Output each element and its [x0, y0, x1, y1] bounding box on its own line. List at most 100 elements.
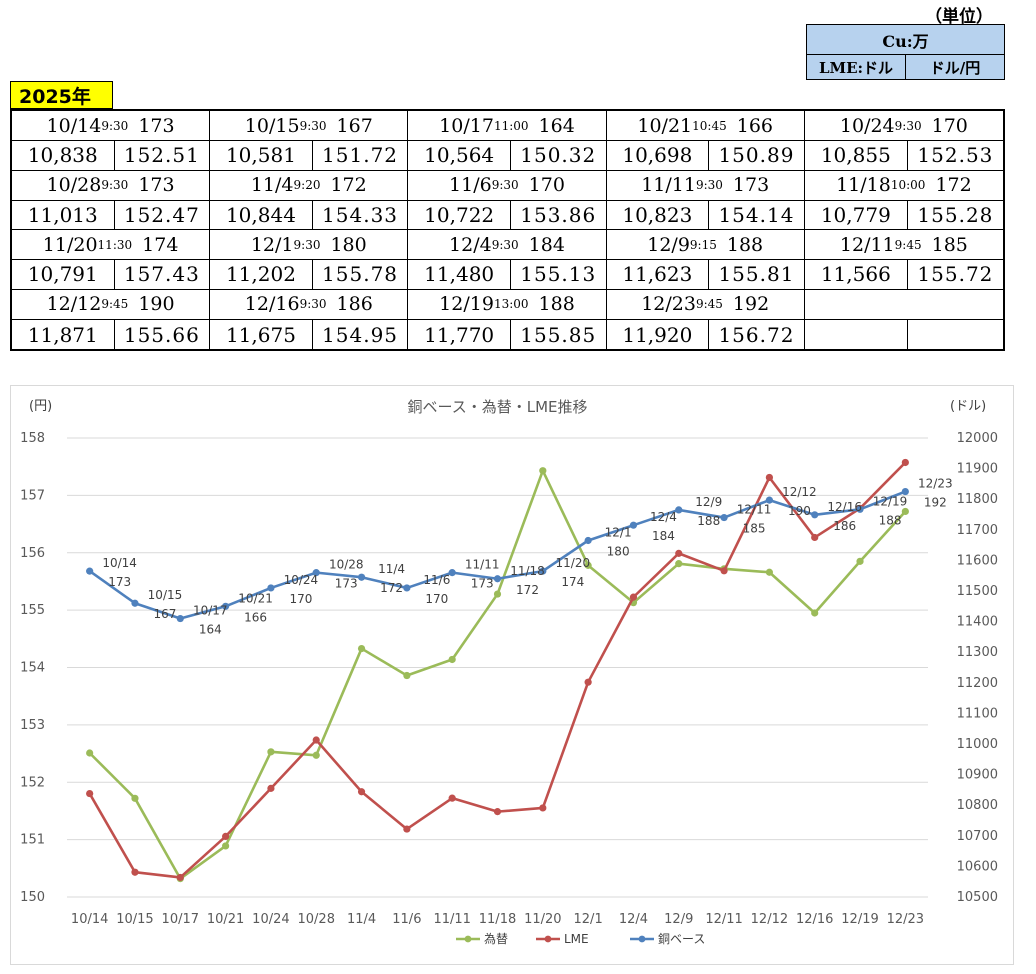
cell-time: 9:45	[695, 297, 723, 312]
data-point	[901, 487, 909, 496]
cell-time: 9:30	[894, 118, 922, 133]
table-cell: 10/21 10:45 166 10,698 150.89	[606, 111, 805, 171]
cell-date: 11/18	[836, 174, 891, 197]
x-tick: 12/23	[887, 912, 924, 927]
cell-date: 11/4	[250, 174, 294, 197]
cell-fx: 152.53	[917, 143, 994, 168]
cell-header: 11/18 10:00 172	[805, 171, 1003, 200]
table-cell: 11/4 9:20 172 10,844 154.33	[210, 170, 409, 230]
y-tick-right: 11100	[957, 706, 998, 721]
data-point	[267, 748, 275, 756]
data-point	[765, 568, 773, 576]
data-label-value: 185	[743, 522, 766, 536]
cell-values	[804, 319, 1003, 349]
data-label-date: 11/18	[510, 564, 545, 578]
y-tick-right: 11600	[957, 553, 998, 568]
x-tick: 10/28	[298, 912, 335, 927]
cell-values: 10,791 157.43	[12, 259, 210, 289]
y-tick-left: 157	[20, 488, 45, 503]
data-label-date: 12/19	[873, 494, 908, 508]
cell-cu: 173	[138, 174, 175, 197]
x-tick: 10/21	[207, 912, 244, 927]
y-tick-right: 11300	[957, 645, 998, 660]
cell-header: 12/16 9:30 186	[210, 290, 407, 320]
x-tick: 12/12	[751, 912, 788, 927]
unit-caption: （単位）	[925, 7, 993, 27]
y-tick-left: 158	[20, 431, 45, 446]
cell-cu: 186	[336, 293, 373, 316]
data-label-value: 186	[833, 519, 856, 533]
cell-fx: 154.14	[718, 202, 795, 227]
cell-cu: 170	[931, 114, 968, 137]
cell-lme: 11,202	[210, 260, 313, 289]
cell-time: 9:30	[299, 118, 327, 133]
cell-lme: 10,855	[805, 141, 908, 170]
data-point	[811, 533, 819, 542]
data-point	[539, 567, 547, 575]
series-line	[88, 469, 907, 880]
data-point	[222, 602, 230, 610]
table-cell: 10/15 9:30 167 10,581 151.72	[210, 111, 409, 171]
cell-values: 11,920 156.72	[606, 319, 804, 349]
y-tick-right: 11700	[957, 523, 998, 538]
cell-lme: 11,920	[607, 320, 710, 349]
unit-fx: ドル/円	[929, 58, 981, 77]
cell-lme: 11,871	[12, 320, 115, 349]
unit-row-lme-fx: LME:ドル ドル/円	[807, 54, 1004, 80]
cell-date: 10/17	[439, 114, 494, 137]
data-point	[493, 590, 502, 598]
x-tick: 11/20	[524, 912, 561, 927]
cell-date: 12/1	[250, 233, 294, 256]
x-tick: 12/1	[574, 912, 603, 927]
data-label-date: 11/20	[556, 556, 591, 570]
data-point	[131, 868, 139, 876]
data-point	[539, 467, 547, 475]
data-label-date: 10/21	[238, 591, 273, 605]
data-point	[86, 567, 94, 575]
data-label-value: 170	[425, 592, 448, 606]
data-point	[222, 832, 230, 841]
data-label-value: 173	[335, 577, 358, 591]
cell-time: 9:30	[101, 178, 129, 193]
table-cell: 12/9 9:15 188 11,623 155.81	[606, 230, 805, 290]
y-tick-left: 151	[20, 833, 45, 848]
data-point	[539, 804, 547, 812]
cell-header: 12/12 9:45 190	[12, 290, 209, 320]
y-tick-right: 10700	[957, 829, 998, 844]
data-point	[811, 609, 819, 617]
x-tick: 10/15	[116, 912, 153, 927]
cell-lme	[805, 320, 908, 349]
cell-header: 12/4 9:30 184	[408, 230, 605, 259]
unit-lme: LME:ドル	[807, 54, 906, 80]
data-label-value: 172	[516, 583, 539, 597]
cell-header: 10/28 9:30 173	[12, 171, 209, 200]
table-cell: 12/16 9:30 186 11,675 154.95	[210, 289, 409, 349]
y-tick-right: 11800	[957, 492, 998, 507]
table-cell: 10/17 11:00 164 10,564 150.32	[408, 111, 607, 171]
cell-time: 10:00	[890, 178, 926, 193]
cell-lme: 11,013	[12, 200, 115, 229]
cell-date: 12/23	[641, 293, 696, 316]
cell-fx: 155.78	[322, 262, 399, 287]
y-axis-label-right: (ドル)	[950, 399, 986, 414]
x-tick: 11/4	[347, 912, 376, 927]
y-tick-right: 10600	[957, 859, 998, 874]
data-point	[357, 573, 366, 581]
cell-header: 11/11 9:30 173	[607, 171, 804, 200]
cell-time: 9:20	[293, 178, 321, 193]
table-cell: 11/20 11:30 174 10,791 157.43	[12, 230, 211, 290]
table-cell: 12/4 9:30 184 11,480 155.13	[408, 230, 607, 290]
cell-header: 11/6 9:30 170	[408, 171, 605, 200]
x-tick: 12/16	[796, 912, 833, 927]
y-tick-left: 150	[20, 890, 45, 905]
cell-lme: 10,698	[607, 141, 710, 170]
table-cell: 12/12 9:45 190 11,871 155.66	[12, 289, 211, 349]
price-table-grid: 10/14 9:30 173 10,838 152.51 10/15 9:30 167 10,5…	[12, 111, 1003, 349]
data-point	[493, 808, 502, 816]
data-label-value: 173	[471, 577, 494, 591]
data-point	[856, 557, 864, 565]
data-label-value: 184	[652, 529, 675, 543]
data-label-date: 12/1	[605, 526, 632, 540]
data-point	[131, 599, 139, 607]
data-point	[675, 506, 683, 514]
